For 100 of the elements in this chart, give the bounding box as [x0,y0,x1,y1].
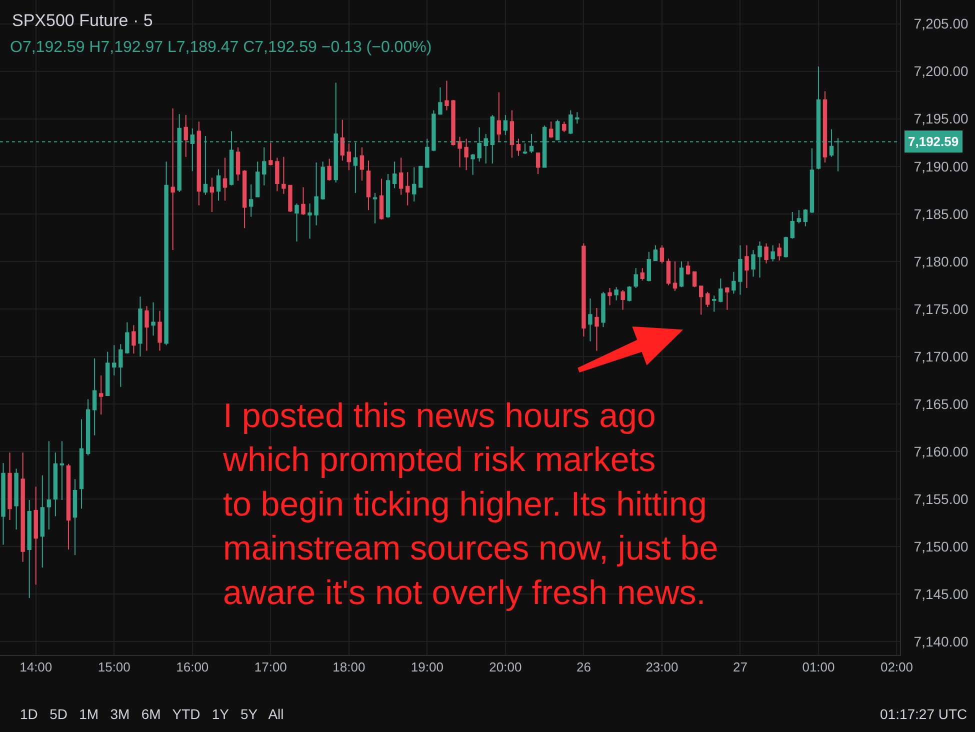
candlestick [588,298,592,342]
candlestick [236,146,240,182]
candlestick [282,156,286,194]
candlestick [718,278,723,303]
candlestick [151,302,156,336]
x-tick-label: 20:00 [489,660,522,675]
candlestick [164,161,168,346]
candlestick [640,268,644,281]
candlestick [268,142,273,166]
candlestick [712,295,716,312]
y-tick-label: 7,155.00 [914,490,969,507]
candlestick [470,154,475,176]
candlestick [308,202,312,240]
x-tick-label: 17:00 [254,660,287,675]
candlestick [392,161,397,189]
candlestick [248,184,254,218]
x-tick-label: 15:00 [98,660,130,675]
y-tick-label: 7,170.00 [914,348,969,364]
candlestick [692,271,697,288]
candlestick [118,344,123,388]
candlestick [412,166,416,202]
candlestick [679,260,684,288]
candlestick [314,162,318,226]
candlestick [366,160,371,211]
y-tick-label: 7,205.00 [914,16,969,32]
candlestick [464,138,468,171]
candlestick [738,244,742,296]
candlestick [732,271,736,294]
y-tick-label: 7,150.00 [914,538,969,555]
candlestick [46,440,52,530]
candlestick [548,121,554,138]
candlestick [256,161,260,198]
candlestick [327,158,332,182]
candlestick [144,306,149,352]
candlestick [360,146,364,182]
candlestick [496,92,502,142]
x-tick-label: 19:00 [410,660,444,675]
candlestick [822,90,828,164]
candlestick [608,288,612,306]
y-tick-label: 7,160.00 [914,443,969,460]
x-tick-label: 27 [732,660,748,675]
candlestick [98,375,104,415]
candlestick [666,258,671,286]
candlestick [210,177,214,212]
candlestick [379,178,384,220]
candlestick [79,418,84,510]
candlestick [810,148,814,214]
candlestick [40,474,44,568]
candlestick [706,291,710,308]
candlestick [242,170,247,229]
ref-line-label: 7,192.59 [908,134,959,149]
candlestick [601,291,606,328]
y-tick-label: 7,165.00 [914,396,969,412]
candlestick [170,108,175,251]
candlestick [758,240,762,278]
candlestick [1,462,6,546]
candlestick [614,286,618,301]
candlestick [744,244,749,289]
candlestick [672,260,678,292]
candlestick [184,114,188,158]
candlestick [275,157,280,192]
candlestick [582,242,586,338]
text: O7,192.59 H7,192.97 L7,189.47 C7,192.59 −0.13 (−0.00%) [10,39,432,56]
y-tick-label: 7,200.00 [914,63,969,80]
candlestick [60,440,64,501]
candlestick [53,452,58,517]
candlestick [698,286,704,316]
candlestick [653,244,658,261]
candlestick [790,212,794,240]
candlestick [132,324,136,354]
candlestick [8,452,12,521]
y-tick-label: 7,140.00 [914,634,969,650]
candlestick [14,468,18,530]
text: 01:17:27 UTC [880,706,968,722]
candlestick [634,268,638,289]
candlestick [784,236,788,258]
candlestick [594,308,599,352]
text: 1D 5D 1M 3M 6M YTD 1Y 5Y All [20,706,284,722]
candlestick [27,500,32,598]
candlestick [125,322,130,354]
candlestick [346,143,352,171]
candlestick [796,210,802,224]
candlestick [340,119,344,162]
candlestick [262,146,266,186]
candlestick [418,166,423,188]
candlestick [196,121,202,206]
x-tick-label: 18:00 [332,660,366,675]
x-tick-label: 26 [576,660,591,675]
candlestick [620,289,625,310]
candlestick [503,114,508,136]
candlestick [398,157,404,196]
candlestick [764,242,768,264]
candlestick [288,184,292,212]
y-tick-label: 7,190.00 [914,158,969,174]
x-tick-label: 02:00 [880,660,914,675]
candlestick [66,463,71,550]
candlestick [568,110,573,135]
annotation: I posted this news hours ago which prompted risk markets to begin ticking higher. Its hitting mainstream sources now, just be aware it's not overly fresh news. [222,397,718,612]
y-tick-label: 7,195.00 [914,110,969,127]
candlestick [444,80,449,111]
